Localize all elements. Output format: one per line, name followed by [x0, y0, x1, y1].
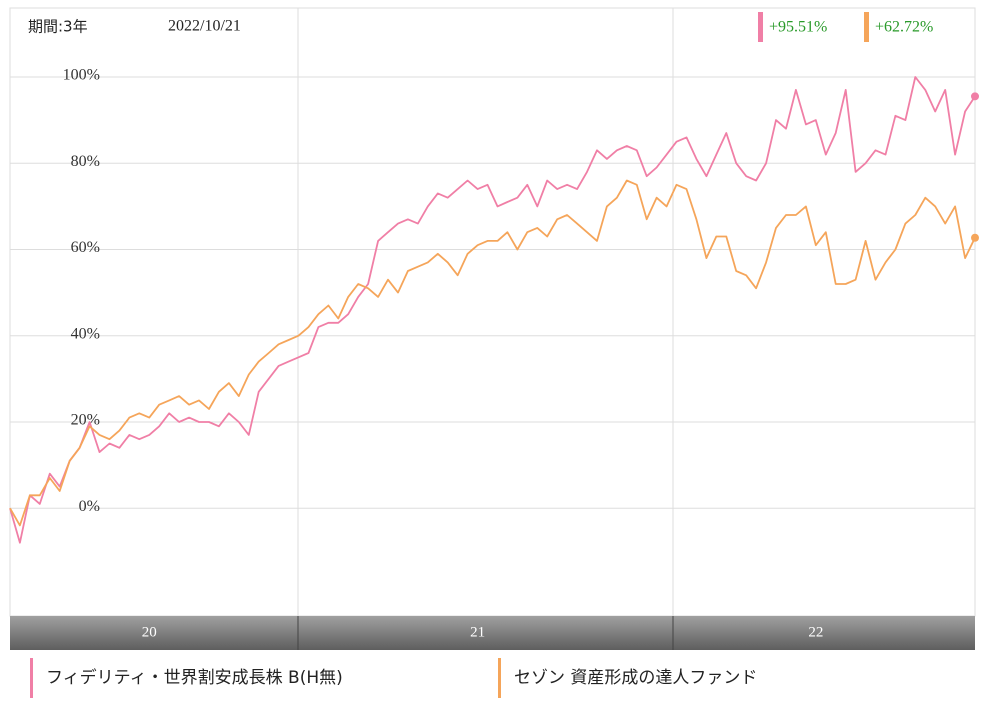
lines: [9, 76, 979, 544]
date: 2022/10/21: [168, 18, 241, 35]
legend-label: セゾン 資産形成の達人ファンド: [514, 668, 757, 688]
y-tick-label: 0%: [79, 498, 100, 515]
grid: 0% 20% 40% 60% 80% 100%: [10, 67, 975, 515]
y-tick-label: 40%: [71, 325, 100, 342]
change-swatch: [758, 12, 763, 42]
change-label: +62.72%: [875, 19, 933, 36]
y-tick-label: 60%: [71, 239, 100, 256]
y-tick-label: 100%: [63, 67, 100, 84]
y-tick-label: 20%: [71, 412, 100, 429]
series-line: [9, 179, 976, 527]
plot-area: [9, 7, 976, 617]
end-point: [971, 92, 979, 101]
legend-label: フィデリティ・世界割安成長株 B(H無): [46, 667, 343, 688]
legend-swatch: [498, 658, 501, 698]
legend-swatch: [30, 658, 33, 698]
x-tick-label: 21: [470, 624, 485, 640]
y-tick-label: 80%: [71, 153, 100, 170]
series-line: [9, 76, 976, 544]
x-axis-band: [10, 616, 975, 650]
x-tick-label: 22: [808, 624, 823, 640]
end-point: [971, 233, 979, 242]
change-label: +95.51%: [769, 19, 827, 36]
change-swatch: [864, 12, 869, 42]
x-tick-label: 20: [142, 624, 157, 640]
period: 期間:3年: [28, 18, 88, 36]
